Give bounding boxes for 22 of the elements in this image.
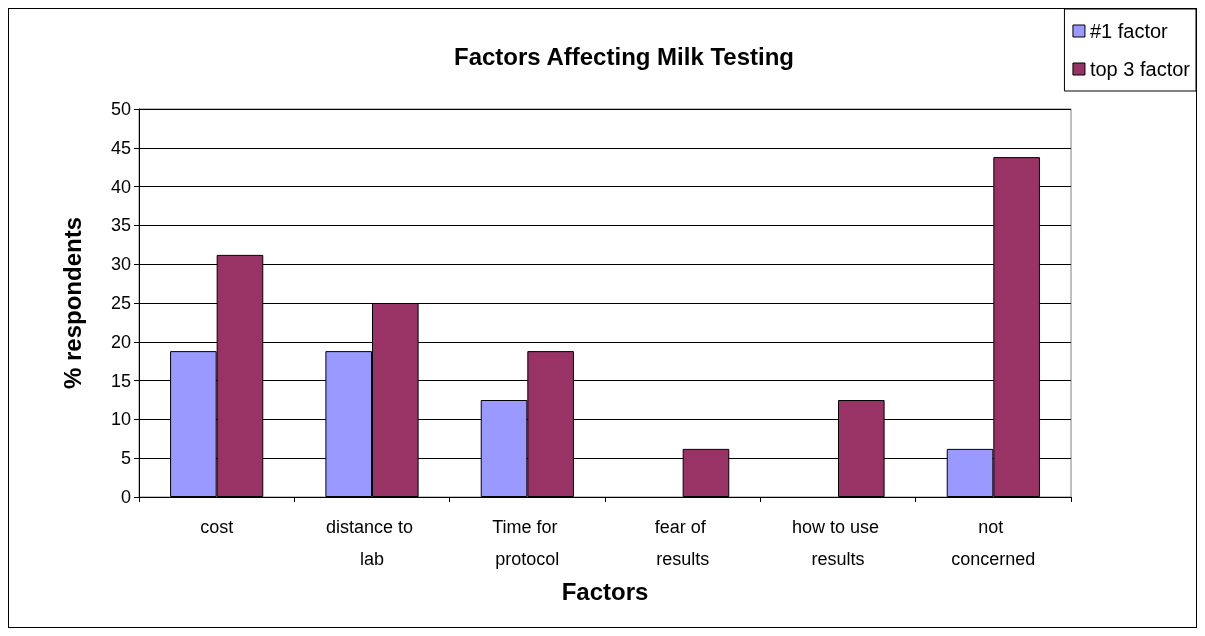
x-tick-label: how to use results <box>791 517 885 569</box>
x-tick-label: fear of results <box>654 517 711 569</box>
x-axis-title: Factors <box>561 578 649 606</box>
x-tick-label: Time for protocol <box>492 517 563 569</box>
y-tick-label: 40 <box>110 176 131 197</box>
x-tick-label: distance to lab <box>325 517 419 569</box>
y-tick-label: 30 <box>110 254 131 275</box>
y-tick-label: 0 <box>120 487 131 507</box>
x-tick-label: cost <box>200 517 234 537</box>
y-tick-label: 45 <box>110 137 131 158</box>
y-tick-label: 20 <box>110 331 131 352</box>
x-tick-label: not concerned <box>951 517 1036 569</box>
legend-label: top 3 factor <box>1089 58 1191 80</box>
y-tick-label: 35 <box>110 215 131 236</box>
y-tick-label: 25 <box>110 293 131 313</box>
y-tick-label: 50 <box>110 99 131 119</box>
chart-title: Factors Affecting Milk Testing <box>453 42 795 70</box>
legend-label: #1 factor <box>1089 20 1169 42</box>
y-tick-label: 15 <box>110 370 131 391</box>
y-tick-label: 10 <box>110 409 131 430</box>
y-tick-label: 5 <box>120 448 131 469</box>
y-axis-title: % respondents <box>58 216 86 390</box>
